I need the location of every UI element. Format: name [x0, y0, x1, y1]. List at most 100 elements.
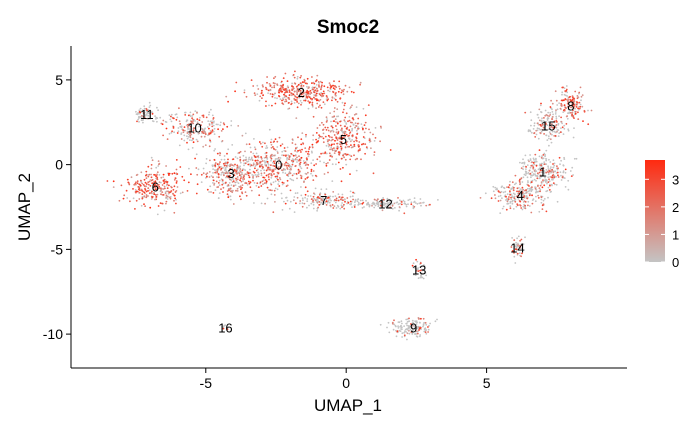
- cell-point: [391, 199, 393, 202]
- cell-point: [540, 164, 542, 167]
- cell-point: [232, 203, 235, 205]
- cell-point: [401, 326, 403, 329]
- cell-point: [282, 182, 285, 184]
- cell-point: [217, 173, 220, 176]
- cell-point: [266, 158, 269, 160]
- cell-point: [220, 188, 222, 191]
- cell-point: [516, 252, 519, 255]
- cell-point: [305, 173, 308, 175]
- cell-point: [543, 133, 545, 135]
- cell-point: [303, 79, 306, 82]
- cell-point: [235, 177, 237, 180]
- cell-point: [550, 99, 552, 102]
- cell-point: [510, 246, 513, 248]
- cell-point: [332, 91, 335, 94]
- cell-point: [388, 331, 391, 334]
- cell-point: [395, 325, 397, 328]
- cell-point: [519, 188, 522, 191]
- cell-point: [407, 199, 410, 202]
- cell-point: [413, 200, 416, 203]
- cluster-label: 7: [320, 193, 327, 208]
- cell-point: [329, 195, 332, 198]
- cell-point: [555, 117, 558, 120]
- cell-point: [322, 101, 325, 103]
- cell-point: [325, 204, 328, 206]
- cell-point: [365, 127, 367, 130]
- cell-point: [320, 201, 323, 204]
- cell-point: [517, 245, 520, 248]
- cell-point: [524, 154, 527, 157]
- cell-point: [336, 146, 339, 148]
- cell-point: [210, 108, 212, 111]
- cell-point: [270, 164, 272, 167]
- cell-point: [555, 109, 557, 111]
- cell-point: [425, 323, 428, 326]
- cell-point: [344, 158, 347, 161]
- cell-point: [556, 130, 558, 133]
- cell-point: [415, 258, 417, 261]
- cell-point: [536, 122, 539, 125]
- cell-point: [429, 322, 431, 325]
- cell-point: [153, 192, 155, 194]
- cell-point: [362, 136, 365, 138]
- cell-point: [349, 140, 352, 143]
- cell-point: [524, 207, 527, 210]
- cell-point: [250, 79, 253, 81]
- cell-point: [285, 154, 287, 157]
- cell-point: [158, 174, 161, 176]
- cell-point: [399, 202, 401, 205]
- cell-point: [501, 197, 503, 200]
- cell-point: [311, 98, 313, 101]
- cell-point: [143, 178, 146, 181]
- cell-point: [553, 164, 556, 167]
- cell-point: [530, 188, 533, 191]
- cell-point: [329, 84, 332, 86]
- cell-point: [226, 161, 229, 164]
- cell-point: [544, 155, 546, 158]
- cell-point: [544, 175, 547, 178]
- cell-point: [349, 195, 352, 198]
- cell-point: [183, 134, 186, 137]
- cell-point: [587, 123, 590, 126]
- cell-point: [226, 125, 229, 128]
- cell-point: [301, 202, 304, 205]
- cell-point: [545, 171, 548, 174]
- cell-point: [537, 190, 539, 193]
- cell-point: [333, 147, 335, 150]
- cell-point: [350, 106, 352, 108]
- cell-point: [300, 177, 303, 179]
- cell-point: [562, 86, 564, 89]
- cell-point: [222, 326, 225, 329]
- cell-point: [313, 94, 315, 96]
- cell-point: [162, 119, 165, 122]
- cell-point: [118, 199, 121, 202]
- cell-point: [548, 180, 551, 183]
- cell-point: [343, 130, 346, 133]
- cell-point: [211, 123, 214, 125]
- cell-point: [147, 175, 150, 178]
- cell-point: [374, 127, 377, 129]
- cell-point: [276, 188, 279, 191]
- cell-point: [126, 178, 129, 181]
- cell-point: [144, 189, 147, 191]
- cell-point: [344, 116, 347, 119]
- cell-point: [542, 203, 545, 206]
- cell-point: [560, 159, 562, 162]
- cell-point: [337, 193, 340, 196]
- cell-point: [550, 166, 552, 169]
- cell-point: [412, 266, 415, 269]
- cell-point: [222, 327, 225, 330]
- cell-point: [231, 176, 234, 179]
- cell-point: [335, 131, 338, 134]
- cell-point: [520, 255, 522, 258]
- cell-point: [241, 191, 243, 194]
- cell-point: [308, 146, 311, 149]
- cell-point: [354, 158, 357, 161]
- cell-point: [350, 144, 352, 147]
- cell-point: [520, 243, 523, 246]
- cell-point: [527, 200, 530, 203]
- cell-point: [141, 193, 144, 196]
- cell-point: [217, 197, 220, 200]
- cell-point: [212, 168, 215, 171]
- cell-point: [243, 162, 246, 165]
